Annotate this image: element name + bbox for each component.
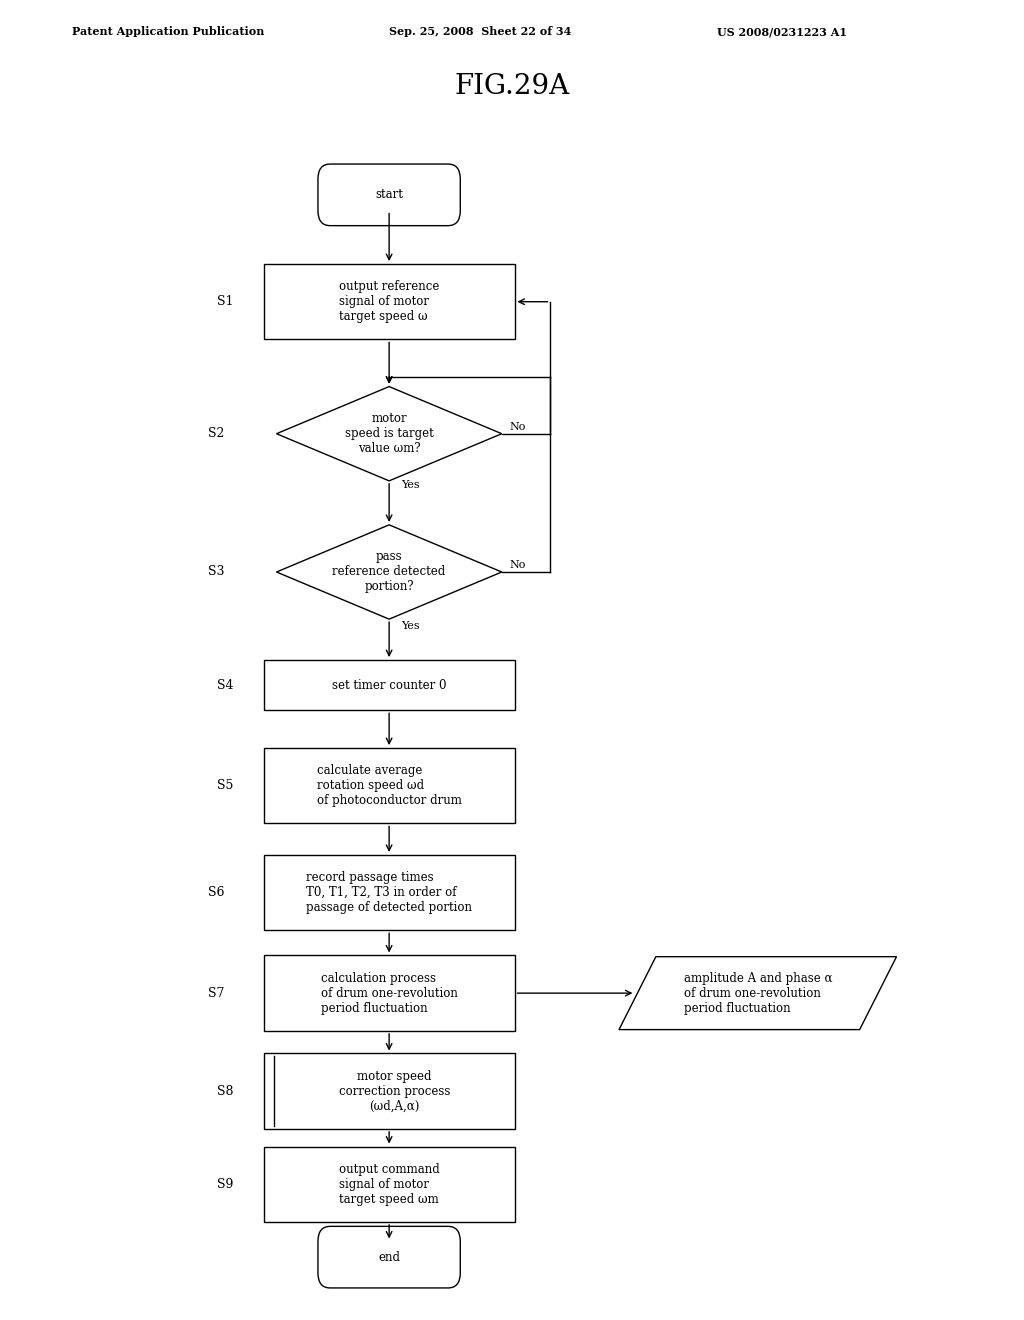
Text: amplitude A and phase α
of drum one-revolution
period fluctuation: amplitude A and phase α of drum one-revo… bbox=[683, 972, 833, 1015]
Text: Patent Application Publication: Patent Application Publication bbox=[72, 26, 264, 37]
Text: S3: S3 bbox=[208, 565, 225, 578]
FancyBboxPatch shape bbox=[317, 1226, 461, 1288]
Bar bbox=[264, 855, 514, 931]
Text: pass
reference detected
portion?: pass reference detected portion? bbox=[333, 550, 445, 594]
Text: start: start bbox=[375, 189, 403, 202]
Text: record passage times
T0, T1, T2, T3 in order of
passage of detected portion: record passage times T0, T1, T2, T3 in o… bbox=[306, 871, 472, 913]
Text: calculation process
of drum one-revolution
period fluctuation: calculation process of drum one-revoluti… bbox=[321, 972, 458, 1015]
Text: S5: S5 bbox=[217, 779, 232, 792]
Text: Yes: Yes bbox=[401, 480, 420, 491]
Bar bbox=[264, 956, 514, 1031]
Polygon shape bbox=[618, 957, 897, 1030]
Text: motor
speed is target
value ωm?: motor speed is target value ωm? bbox=[345, 412, 433, 455]
Bar bbox=[264, 660, 514, 710]
Text: S2: S2 bbox=[209, 428, 224, 440]
Text: calculate average
rotation speed ωd
of photoconductor drum: calculate average rotation speed ωd of p… bbox=[316, 764, 462, 808]
Polygon shape bbox=[276, 387, 502, 480]
Text: S7: S7 bbox=[209, 986, 224, 999]
Text: No: No bbox=[510, 560, 526, 570]
Text: motor speed
correction process
(ωd,A,α): motor speed correction process (ωd,A,α) bbox=[339, 1069, 450, 1113]
Bar bbox=[264, 1147, 514, 1222]
Text: S1: S1 bbox=[216, 296, 233, 308]
Text: FIG.29A: FIG.29A bbox=[455, 73, 569, 99]
Text: output reference
signal of motor
target speed ω: output reference signal of motor target … bbox=[339, 280, 439, 323]
Text: Sep. 25, 2008  Sheet 22 of 34: Sep. 25, 2008 Sheet 22 of 34 bbox=[389, 26, 571, 37]
Text: Yes: Yes bbox=[401, 622, 420, 631]
Text: US 2008/0231223 A1: US 2008/0231223 A1 bbox=[717, 26, 847, 37]
Text: S9: S9 bbox=[217, 1177, 232, 1191]
Bar bbox=[264, 748, 514, 824]
Bar bbox=[264, 264, 514, 339]
Text: end: end bbox=[378, 1250, 400, 1263]
Text: set timer counter 0: set timer counter 0 bbox=[332, 678, 446, 692]
Text: No: No bbox=[510, 422, 526, 432]
Text: S4: S4 bbox=[216, 678, 233, 692]
Text: output command
signal of motor
target speed ωm: output command signal of motor target sp… bbox=[339, 1163, 439, 1205]
Text: S6: S6 bbox=[208, 886, 225, 899]
Text: S8: S8 bbox=[216, 1085, 233, 1098]
Polygon shape bbox=[276, 525, 502, 619]
FancyBboxPatch shape bbox=[317, 164, 461, 226]
Bar bbox=[264, 1053, 514, 1129]
